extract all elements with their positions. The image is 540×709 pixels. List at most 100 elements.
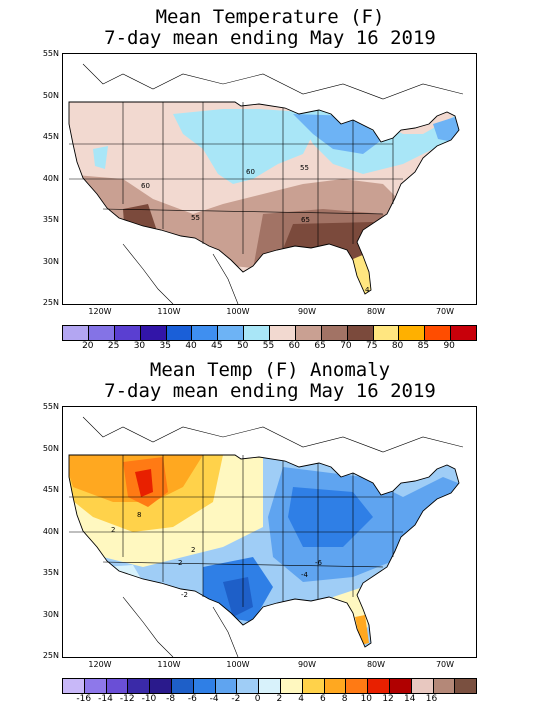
colorbar-label: 4 [298,694,304,704]
top-title-line2: 7-day mean ending May 16 2019 [104,27,436,49]
colorbar-label: 16 [425,694,438,704]
colorbar-swatch [295,326,322,340]
lat-label: 50N [42,90,59,100]
anom-band-minus8-texas [223,577,253,617]
lat-label: 30N [42,609,59,619]
top-contour-label: 60 [246,168,255,176]
colorbar-label: -6 [187,694,197,704]
bottom-contour-label: 2 [111,526,115,534]
colorbar-swatch [88,326,115,340]
colorbar-swatch [455,679,477,693]
lat-label: 45N [42,132,59,141]
colorbar-label: 70 [340,341,352,351]
colorbar-swatch [128,679,151,693]
colorbar-swatch [324,679,347,693]
canada-mexico-coast [82,416,464,657]
lon-label: 90W [297,660,317,669]
lat-label: 55N [42,49,59,58]
lat-label: 30N [42,256,59,266]
top-colorbar [62,325,477,341]
colorbar-swatch [244,326,270,340]
lon-label: 100W [226,660,250,669]
colorbar-label: -2 [231,694,241,704]
colorbar-label: -12 [119,694,135,704]
colorbar-swatch [433,679,456,693]
colorbar-label: 90 [443,341,455,351]
lat-label: 40N [42,173,59,183]
lon-label: 90W [297,307,317,316]
colorbar-label: -10 [141,694,157,704]
bottom-contour-label: -4 [301,571,309,579]
colorbar-swatch [373,326,400,340]
colorbar-label: 14 [404,694,416,704]
colorbar-label: 75 [366,341,378,351]
state-borders [69,455,403,607]
canada-mexico-coast [82,63,464,304]
colorbar-label: 40 [185,341,197,351]
lat-label: 55N [42,402,59,411]
top-title-line1: Mean Temperature (F) [155,6,385,28]
lat-label: 50N [42,443,59,453]
colorbar-label: 30 [133,341,146,351]
lat-label: 35N [42,215,59,224]
colorbar-swatch [114,326,141,340]
top-temperature-map: 60 60 55 55 65 4 [62,53,477,305]
colorbar-swatch [150,679,172,693]
colorbar-swatch [270,326,296,340]
bottom-contour-label: 2 [191,546,195,554]
lon-label: 100W [226,307,250,316]
colorbar-label: 60 [288,341,301,351]
lon-label: 120W [88,307,112,316]
bottom-colorbar [62,678,477,694]
colorbar-label: 20 [82,341,94,351]
lat-label: 25N [42,298,59,307]
colorbar-swatch [215,679,238,693]
colorbar-label: 35 [159,341,171,351]
temp-band-50-northeast [433,116,459,142]
us-outline [68,454,460,648]
colorbar-swatch [63,326,89,340]
colorbar-swatch [166,326,193,340]
anom-band-plus10 [135,469,153,497]
colorbar-swatch [192,326,219,340]
colorbar-label: 50 [236,341,249,351]
us-outline [68,101,460,295]
colorbar-label: 45 [211,341,223,351]
bottom-anomaly-map: 8 2 2 2 -2 -6 -4 [62,406,477,658]
colorbar-label: 12 [382,694,394,704]
colorbar-swatch [451,326,476,340]
colorbar-swatch [106,679,129,693]
bottom-title-line1: Mean Temp (F) Anomaly [149,359,391,381]
colorbar-label: -16 [76,694,92,704]
temp-band-80-florida [353,254,373,294]
bottom-contour-label: 2 [178,559,182,567]
lon-label: 120W [88,660,112,669]
lat-label: 40N [42,526,59,536]
colorbar-label: -14 [98,694,113,704]
colorbar-swatch [63,679,85,693]
colorbar-swatch [140,326,167,340]
colorbar-swatch [280,679,303,693]
lat-label: 45N [42,485,59,494]
colorbar-label: -4 [209,694,219,704]
colorbar-label: 25 [107,341,120,351]
top-contour-label: 55 [191,214,200,222]
lon-label: 80W [366,660,386,669]
colorbar-label: 8 [341,694,348,704]
anom-band-plus4-florida [355,615,369,645]
colorbar-swatch [193,679,216,693]
state-borders [69,102,403,254]
colorbar-swatch [237,679,260,693]
colorbar-swatch [399,326,426,340]
colorbar-label: 6 [319,694,326,704]
colorbar-swatch [171,679,194,693]
colorbar-swatch [368,679,390,693]
lon-label: 70W [435,660,455,669]
colorbar-label: 85 [417,341,430,351]
colorbar-swatch [425,326,452,340]
temp-band-55-west [93,146,108,169]
colorbar-swatch [346,679,369,693]
bottom-contour-label: -2 [181,591,188,599]
lat-label: 35N [42,568,59,577]
lon-label: 80W [366,307,386,316]
